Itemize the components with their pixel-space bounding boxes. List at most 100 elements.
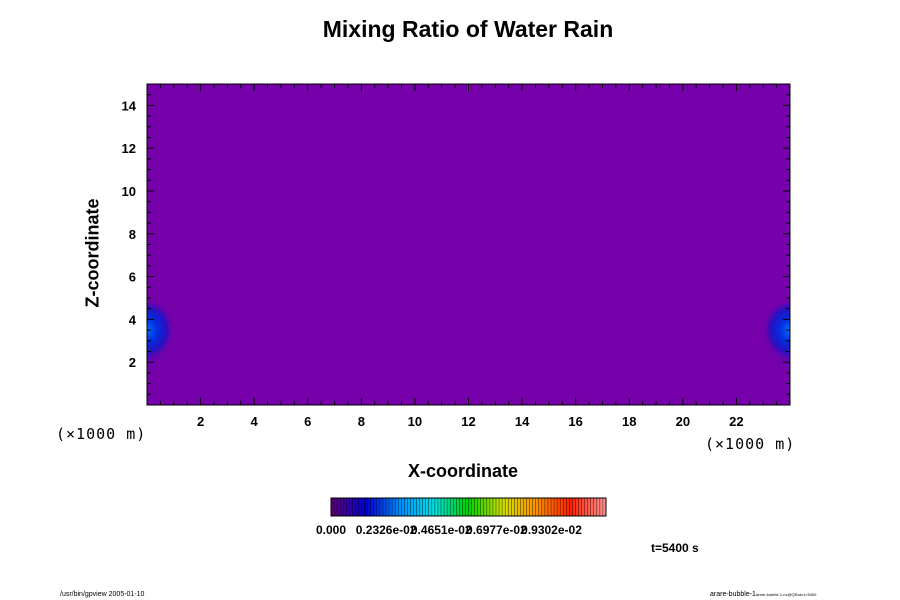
colorbar-cell: [599, 498, 604, 516]
footer-right: arare-bubble-1arare-bubble-1.nc@QRain,t=…: [710, 591, 816, 598]
colorbar-cell: [379, 498, 384, 516]
colorbar-cell: [477, 498, 482, 516]
colorbar-cell: [602, 498, 607, 516]
colorbar-cell: [416, 498, 420, 516]
colorbar-cell: [355, 498, 359, 516]
colorbar-cell: [538, 498, 543, 516]
colorbar-cell: [425, 498, 430, 516]
colorbar-cell: [529, 498, 533, 516]
colorbar-cell: [499, 498, 503, 516]
colorbar-cell: [428, 498, 433, 516]
colorbar-cell: [346, 498, 350, 516]
colorbar-cell: [541, 498, 546, 516]
x-tick-label: 4: [251, 414, 259, 429]
colorbar-cell: [450, 498, 454, 516]
x-axis-label: X-coordinate: [408, 461, 519, 481]
colorbar-cell: [456, 498, 460, 516]
y-tick-label: 12: [122, 141, 136, 156]
colorbar-cell: [441, 498, 445, 516]
colorbar-cell: [398, 498, 402, 516]
colorbar-cell: [431, 498, 436, 516]
colorbar-cell: [367, 498, 372, 516]
colorbar-cell: [465, 498, 469, 516]
colorbar-cell: [575, 498, 579, 516]
colorbar-cell: [532, 498, 537, 516]
colorbar-cell: [520, 498, 524, 516]
colorbar-cell: [382, 498, 387, 516]
colorbar-cell: [337, 498, 341, 516]
colorbar-cell: [404, 498, 408, 516]
colorbar-cell: [590, 498, 595, 516]
colorbar-label: 0.9302e-02: [521, 523, 582, 537]
colorbar-cell: [557, 498, 561, 516]
colorbar-cell: [587, 498, 592, 516]
x-tick-label: 2: [197, 414, 204, 429]
heatmap-field: [147, 84, 790, 405]
colorbar-cell: [547, 498, 552, 516]
y-unit-label: (×1000 m): [56, 425, 147, 443]
x-tick-label: 6: [304, 414, 311, 429]
colorbar-cell: [514, 498, 518, 516]
colorbar-cell: [489, 498, 494, 516]
colorbar-cell: [551, 498, 555, 516]
x-tick-label: 20: [676, 414, 690, 429]
colorbar-label: 0.4651e-02: [410, 523, 472, 537]
colorbar-cell: [373, 498, 378, 516]
x-tick-label: 16: [568, 414, 582, 429]
colorbar-cell: [407, 498, 411, 516]
colorbar-cell: [401, 498, 405, 516]
y-tick-label: 10: [122, 184, 136, 199]
rain-feature-0: [147, 298, 175, 363]
colorbar-cell: [581, 498, 585, 516]
colorbar-cell: [496, 498, 500, 516]
x-unit-label: (×1000 m): [705, 435, 796, 453]
colorbar-cell: [334, 498, 338, 516]
colorbar-cell: [437, 498, 442, 516]
colorbar-cell: [544, 498, 549, 516]
x-tick-label: 10: [408, 414, 422, 429]
colorbar-cell: [434, 498, 439, 516]
colorbar-cell: [584, 498, 588, 516]
colorbar-cell: [468, 498, 472, 516]
colorbar-cell: [331, 498, 335, 516]
colorbar-cell: [526, 498, 530, 516]
x-tick-label: 14: [515, 414, 530, 429]
x-tick-label: 22: [729, 414, 743, 429]
colorbar-label: 0.000: [315, 523, 347, 537]
colorbar-cell: [370, 498, 375, 516]
colorbar-frame: [330, 497, 607, 517]
colorbar-cell: [554, 498, 558, 516]
colorbar-cell: [364, 498, 368, 516]
y-tick-label: 2: [129, 355, 136, 370]
chart-title: Mixing Ratio of Water Rain: [322, 16, 614, 42]
footer-right-sub: arare-bubble-1.nc@QRain,t=5400: [755, 592, 817, 597]
colorbar-label: 0.6977e-02: [466, 523, 527, 537]
colorbar-cell: [596, 498, 601, 516]
colorbar-cell: [505, 498, 509, 516]
colorbar-cell: [560, 498, 564, 516]
colorbar-cell: [352, 498, 356, 516]
colorbar-cell: [462, 498, 466, 516]
colorbar-cell: [358, 498, 362, 516]
colorbar-cell: [459, 498, 463, 516]
x-tick-label: 12: [461, 414, 475, 429]
colorbar-cell: [480, 498, 485, 516]
y-axis-label: Z-coordinate: [82, 198, 103, 308]
colorbar-cell: [392, 498, 396, 516]
colorbar-cell: [386, 498, 390, 516]
y-tick-label: 4: [129, 312, 137, 327]
colorbar-cell: [474, 498, 478, 516]
colorbar-cell: [508, 498, 512, 516]
footer-left: /usr/bin/gpview 2005-01-10: [60, 591, 145, 598]
colorbar-cell: [444, 498, 448, 516]
colorbar-cell: [572, 498, 576, 516]
colorbar-cell: [566, 498, 570, 516]
colorbar-cell: [578, 498, 582, 516]
x-tick-label: 8: [358, 414, 365, 429]
colorbar-cell: [349, 498, 353, 516]
time-label: t=5400 s: [651, 541, 699, 555]
colorbar-cell: [563, 498, 567, 516]
colorbar-cell: [340, 498, 344, 516]
footer-right-main: arare-bubble-1: [710, 591, 756, 598]
